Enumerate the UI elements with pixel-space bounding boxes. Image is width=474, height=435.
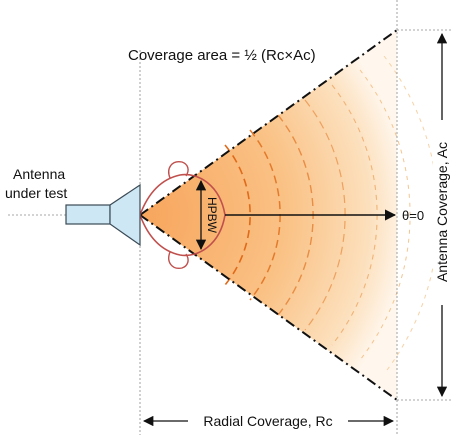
radial-coverage-label-bg bbox=[188, 410, 348, 430]
angle-label: θ=0 bbox=[402, 208, 424, 223]
wavefront-arc-6 bbox=[359, 69, 411, 361]
cone-edges bbox=[139, 29, 398, 401]
wavefront-arc-1 bbox=[224, 144, 251, 286]
side-lobe-top bbox=[168, 161, 189, 179]
antenna-coverage-label-bg bbox=[433, 120, 451, 305]
horn-waveguide bbox=[65, 204, 111, 225]
antenna-label-line1: Antenna bbox=[13, 166, 65, 182]
coverage-area-title: Coverage area = ½ (Rc×Ac) bbox=[128, 47, 316, 64]
horn-flare bbox=[109, 183, 141, 247]
radial-coverage-label: Radial Coverage, Rc bbox=[203, 413, 332, 429]
antenna-coverage-label: Antenna Coverage, Ac bbox=[434, 142, 450, 282]
cone-edge-top bbox=[139, 29, 398, 216]
hpbw-label: HPBW bbox=[205, 197, 219, 234]
antenna-horn bbox=[65, 183, 141, 247]
antenna-label-line2: under test bbox=[5, 185, 67, 201]
cone-edge-bottom bbox=[139, 214, 398, 401]
side-lobe-bottom bbox=[168, 251, 189, 269]
